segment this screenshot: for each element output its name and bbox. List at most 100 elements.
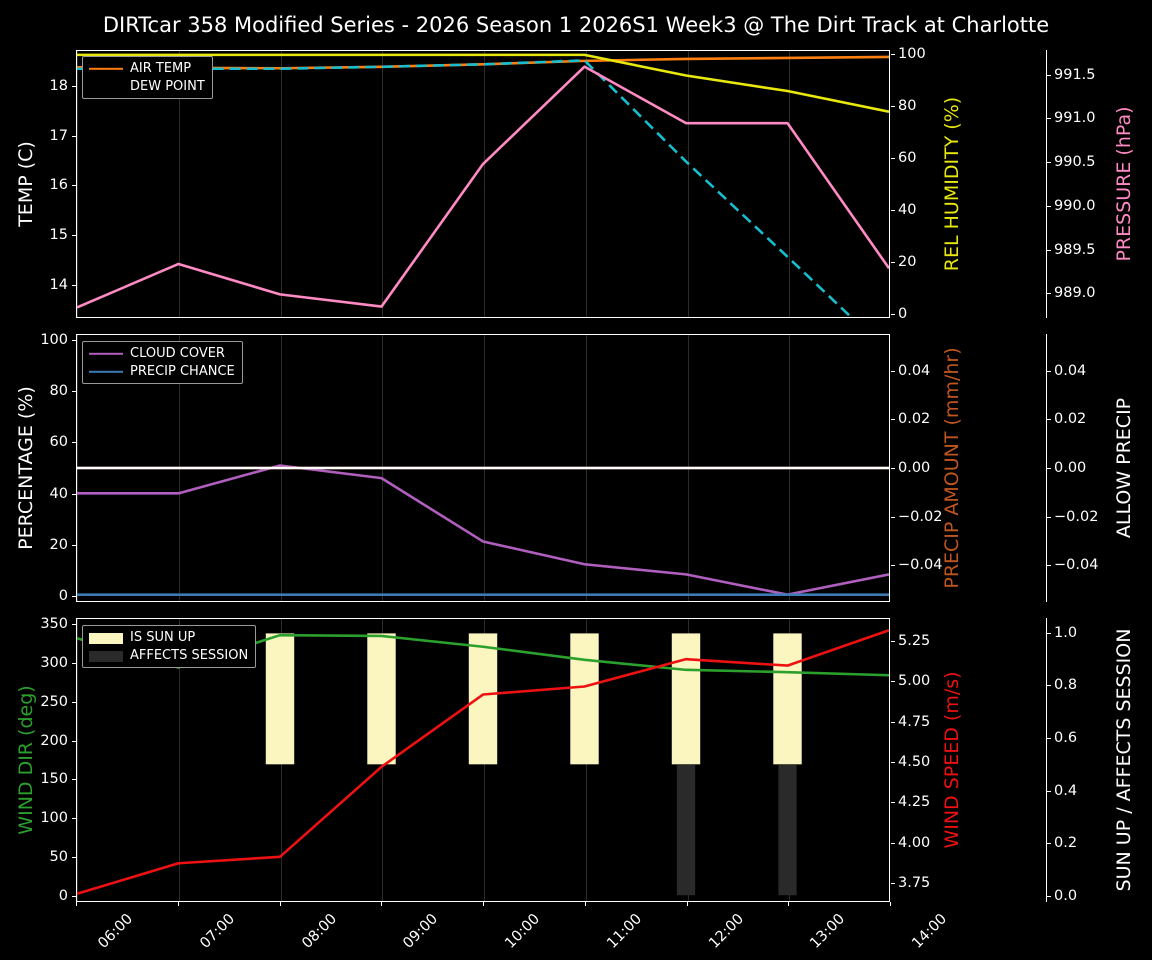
- axis-tick-label-wind_dir: 50: [49, 848, 68, 865]
- x-axis-tickmark: [177, 902, 179, 906]
- legend-key-is-sun-up: [89, 632, 123, 644]
- legend-item: IS SUN UP: [89, 630, 248, 645]
- legend-line: [89, 352, 123, 355]
- gridline-vertical: [178, 619, 180, 901]
- axis-tick-label-precip_amount: −0.04: [898, 557, 943, 574]
- axis-tick-label-sun_session: 0.4: [1054, 782, 1078, 799]
- axis-tickmark-temp: [72, 284, 76, 286]
- axis-tickmark-pressure: [1047, 293, 1051, 295]
- gridline-vertical: [585, 51, 587, 317]
- axis-tickmark-pressure: [1047, 205, 1051, 207]
- axis-tickmark-percentage: [72, 442, 76, 444]
- axis-tickmark-humidity: [891, 157, 895, 159]
- axis-tick-label-temp: 14: [49, 276, 68, 293]
- axis-tickmark-humidity: [891, 314, 895, 316]
- axis-tick-label-wind_speed: 4.00: [898, 834, 931, 851]
- axis-title-sun_session: SUN UP / AFFECTS SESSION: [1113, 628, 1135, 892]
- axis-tick-label-precip_amount: 0.02: [898, 411, 931, 428]
- axis-tickmark-wind_dir: [72, 701, 76, 703]
- axis-tick-label-wind_speed: 4.50: [898, 754, 931, 771]
- axis-tick-label-allow_precip: 0.00: [1054, 460, 1087, 476]
- axis-tick-label-wind_dir: 350: [40, 616, 68, 633]
- x-axis-tick-label: 10:00: [502, 911, 544, 952]
- axis-tick-label-percentage: 40: [49, 485, 68, 502]
- bar-affects-session: [778, 764, 797, 896]
- legend-key-precip-chance: [89, 366, 123, 378]
- axis-tick-label-wind_dir: 300: [40, 655, 68, 671]
- x-axis-tickmark: [279, 902, 281, 906]
- legend-key-cloud-cover: [89, 348, 123, 360]
- axis-tickmark-percentage: [72, 340, 76, 342]
- legend-item: AIR TEMP: [89, 61, 205, 76]
- axis-title-wind_dir: WIND DIR (deg): [15, 685, 37, 835]
- bar-is-sun-up: [265, 633, 295, 765]
- x-axis-tick-label: 12:00: [705, 911, 747, 952]
- series-line-pressure: [77, 65, 889, 309]
- axis-tick-label-wind_dir: 200: [40, 732, 68, 749]
- series-layer-wind: [77, 629, 889, 896]
- axis-tick-label-allow_precip: 0.02: [1054, 411, 1087, 428]
- axis-tick-label-percentage: 20: [49, 536, 68, 553]
- legend-label: CLOUD COVER: [130, 346, 225, 361]
- axis-tick-label-sun_session: 0.6: [1054, 729, 1078, 746]
- axis-tickmark-percentage: [72, 544, 76, 546]
- axis-tick-label-temp: 16: [49, 177, 68, 194]
- legend-label: IS SUN UP: [130, 630, 196, 645]
- axis-tickmark-wind_dir: [72, 856, 76, 858]
- axis-title-percentage: PERCENTAGE (%): [15, 386, 37, 550]
- axis-tick-label-pressure: 990.0: [1054, 197, 1096, 214]
- series-line-cloud-cover: [77, 464, 889, 596]
- axis-tick-label-sun_session: 0.2: [1054, 835, 1078, 852]
- axis-tick-label-allow_precip: −0.02: [1054, 508, 1099, 525]
- axis-tickmark-wind_speed: [891, 721, 895, 723]
- bar-is-sun-up: [570, 633, 599, 765]
- axis-tick-label-wind_dir: 100: [40, 810, 68, 827]
- legend-line: [89, 67, 123, 70]
- axis-tickmark-precip_amount: [891, 419, 895, 421]
- axis-title-allow_precip: ALLOW PRECIP: [1113, 397, 1135, 539]
- axis-tickmark-precip_amount: [891, 565, 895, 567]
- axis-tick-label-humidity: 60: [898, 149, 917, 166]
- axis-spine-sun_session: [1046, 618, 1048, 902]
- axis-tickmark-percentage: [72, 595, 76, 597]
- axis-tick-label-allow_precip: −0.04: [1054, 557, 1099, 574]
- gridline-vertical: [178, 51, 180, 317]
- axis-tick-label-pressure: 991.5: [1054, 66, 1096, 83]
- legend-label: DEW POINT: [130, 79, 205, 94]
- axis-tick-label-humidity: 0: [898, 306, 908, 323]
- axis-tick-label-wind_speed: 4.25: [898, 794, 931, 811]
- axis-tick-label-humidity: 40: [898, 202, 917, 219]
- gridline-vertical: [382, 51, 384, 317]
- axis-tickmark-wind_speed: [891, 802, 895, 804]
- axis-tick-label-wind_dir: 250: [40, 693, 68, 710]
- axis-tickmark-wind_dir: [72, 818, 76, 820]
- legend-percent: CLOUD COVER PRECIP CHANCE: [82, 341, 243, 384]
- axis-tick-label-percentage: 80: [49, 383, 68, 400]
- axis-tickmark-temp: [72, 185, 76, 187]
- axis-tickmark-wind_dir: [72, 624, 76, 626]
- axis-spine-allow_precip: [1046, 334, 1048, 602]
- series-line-wind-speed: [77, 629, 889, 896]
- x-axis-tickmark: [381, 902, 383, 906]
- axis-tickmark-temp: [72, 135, 76, 137]
- axis-tickmark-pressure: [1047, 118, 1051, 120]
- series-line-rel-humidity: [77, 53, 889, 113]
- x-axis-tick-label: 14:00: [909, 911, 951, 952]
- axis-tick-label-precip_amount: −0.02: [898, 508, 943, 525]
- legend-label: AIR TEMP: [130, 61, 192, 76]
- gridline-vertical: [789, 51, 791, 317]
- axis-tickmark-allow_precip: [1047, 370, 1051, 372]
- axis-tick-label-pressure: 991.0: [1054, 110, 1096, 127]
- axis-tickmark-allow_precip: [1047, 419, 1051, 421]
- axis-tickmark-precip_amount: [891, 468, 895, 469]
- legend-item: DEW POINT: [89, 79, 205, 94]
- x-axis-tickmark: [76, 902, 77, 906]
- axis-tickmark-wind_speed: [891, 883, 895, 885]
- legend-label: PRECIP CHANCE: [130, 364, 235, 379]
- axis-tickmark-humidity: [891, 262, 895, 264]
- axis-tickmark-sun_session: [1047, 843, 1051, 845]
- axis-tickmark-allow_precip: [1047, 468, 1051, 469]
- plot-area-wind: [77, 619, 889, 901]
- bar-is-sun-up: [773, 633, 802, 765]
- axis-title-wind_speed: WIND SPEED (m/s): [941, 671, 963, 849]
